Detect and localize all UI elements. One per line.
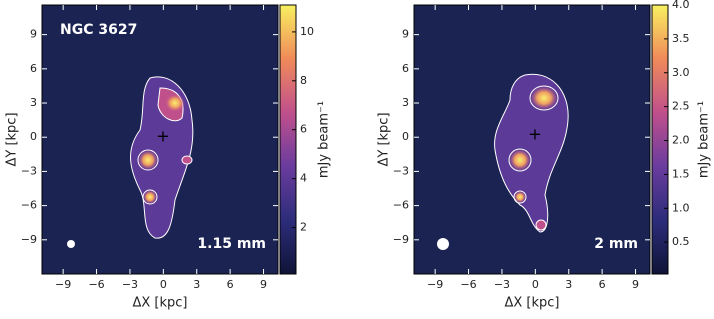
y-tick-label: 3 bbox=[30, 96, 37, 109]
band-label: 2 mm bbox=[594, 236, 638, 252]
band-label: 1.15 mm bbox=[197, 236, 266, 252]
colorbar-tick-label: 4.0 bbox=[672, 0, 690, 11]
colorbar-tick-label: 3.5 bbox=[672, 32, 690, 45]
map-image: + bbox=[414, 5, 650, 274]
x-tick-label: 9 bbox=[260, 278, 267, 291]
y-tick-label: 6 bbox=[402, 62, 409, 75]
y-tick-label: −9 bbox=[21, 233, 37, 246]
colorbar bbox=[279, 4, 297, 275]
colorbar-tick-label: 2 bbox=[300, 221, 307, 234]
colorbar-label: mJy beam⁻¹ bbox=[317, 101, 332, 178]
y-tick-label: −3 bbox=[21, 164, 37, 177]
y-tick-label: 0 bbox=[30, 130, 37, 143]
colorbar-tick-label: 1.5 bbox=[672, 167, 690, 180]
y-axis-label: ΔY [kpc] bbox=[377, 112, 392, 166]
y-tick-label: −9 bbox=[393, 233, 409, 246]
colorbar-tick-label: 8 bbox=[300, 74, 307, 87]
y-tick-label: 9 bbox=[402, 28, 409, 41]
colorbar-tick-label: 1.0 bbox=[672, 201, 690, 214]
x-tick-label: 0 bbox=[160, 278, 167, 291]
y-tick-label: 9 bbox=[30, 28, 37, 41]
y-tick-label: −6 bbox=[21, 199, 37, 212]
colorbar-tick-label: 10 bbox=[300, 25, 314, 38]
colorbar-label: mJy beam⁻¹ bbox=[697, 101, 712, 178]
map-image: + bbox=[42, 5, 278, 274]
x-tick-label: 3 bbox=[193, 278, 200, 291]
source-name: NGC 3627 bbox=[60, 22, 137, 38]
colorbar bbox=[651, 4, 669, 275]
colorbar-tick-label: 4 bbox=[300, 172, 307, 185]
y-tick-label: 6 bbox=[30, 62, 37, 75]
x-tick-label: −9 bbox=[55, 278, 71, 291]
axes-frame bbox=[413, 4, 651, 275]
x-axis-label: ΔX [kpc] bbox=[132, 296, 187, 311]
x-tick-label: −3 bbox=[122, 278, 138, 291]
x-tick-label: 9 bbox=[632, 278, 639, 291]
colorbar-tick-label: 2.5 bbox=[672, 100, 690, 113]
colorbar-tick-label: 3.0 bbox=[672, 66, 690, 79]
x-tick-label: 3 bbox=[565, 278, 572, 291]
y-axis-label: ΔY [kpc] bbox=[5, 112, 20, 166]
x-axis-label: ΔX [kpc] bbox=[504, 296, 559, 311]
svg-text:+: + bbox=[156, 127, 169, 146]
y-tick-label: 3 bbox=[402, 96, 409, 109]
y-tick-label: −6 bbox=[393, 199, 409, 212]
y-tick-label: 0 bbox=[402, 130, 409, 143]
y-tick-label: −3 bbox=[393, 164, 409, 177]
svg-text:+: + bbox=[528, 125, 541, 144]
x-tick-label: −9 bbox=[427, 278, 443, 291]
x-tick-label: −6 bbox=[88, 278, 104, 291]
colorbar-tick-label: 6 bbox=[300, 123, 307, 136]
colorbar-tick-label: 0.5 bbox=[672, 235, 690, 248]
x-tick-label: 6 bbox=[599, 278, 606, 291]
colorbar-tick-label: 2.0 bbox=[672, 134, 690, 147]
x-tick-label: −6 bbox=[460, 278, 476, 291]
x-tick-label: −3 bbox=[494, 278, 510, 291]
x-tick-label: 0 bbox=[532, 278, 539, 291]
axes-frame bbox=[41, 4, 279, 275]
x-tick-label: 6 bbox=[227, 278, 234, 291]
